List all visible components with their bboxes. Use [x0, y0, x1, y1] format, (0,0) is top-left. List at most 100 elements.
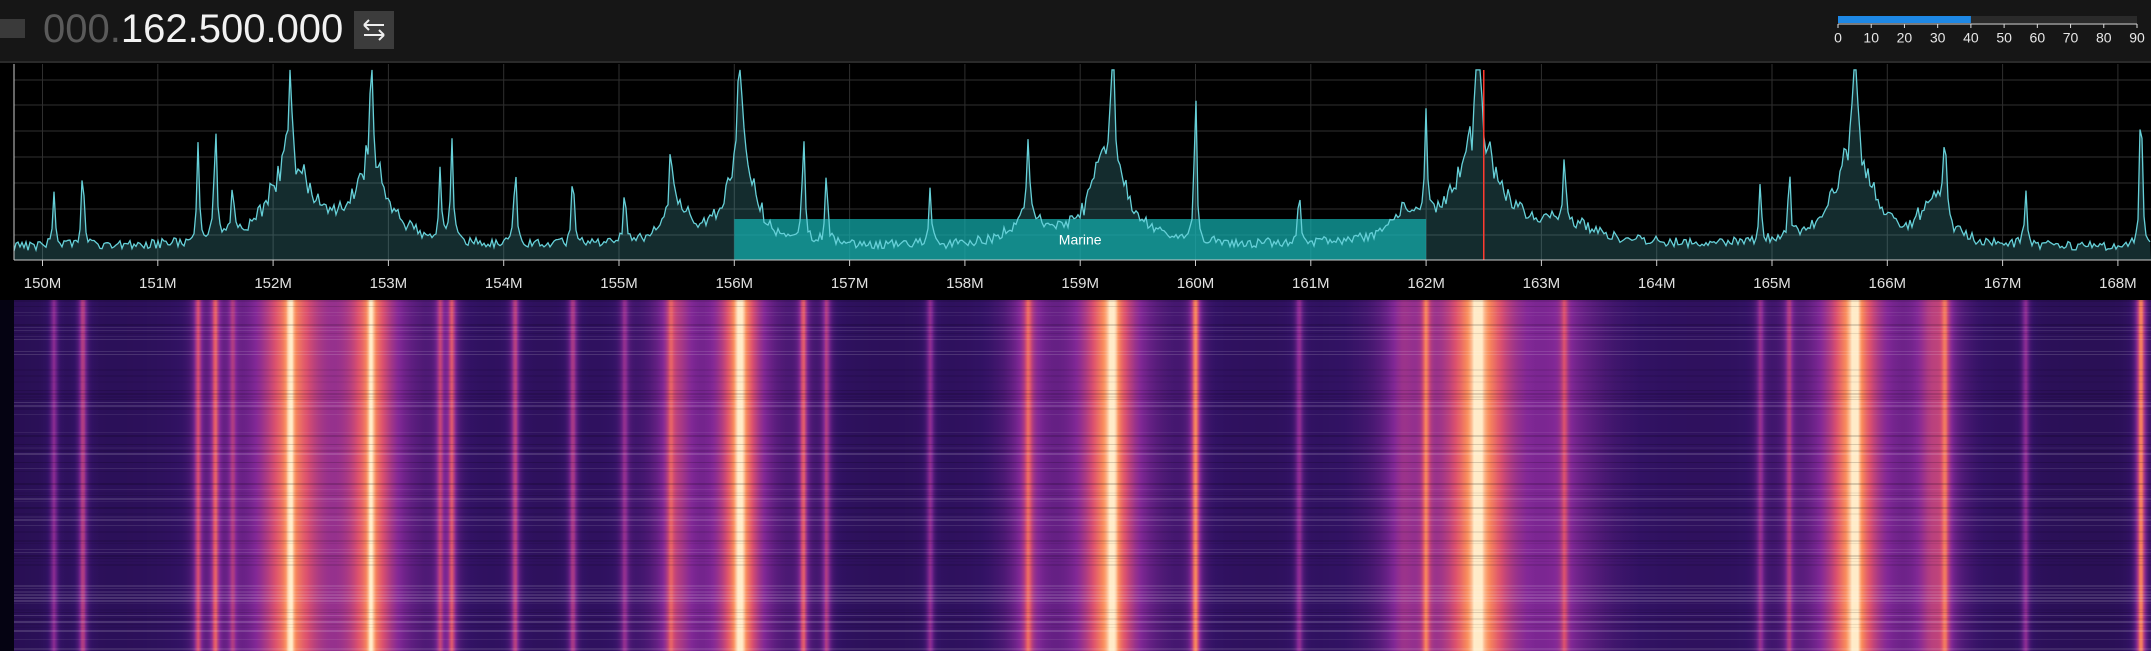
waterfall-row [0, 471, 2151, 472]
waterfall-row [0, 549, 2151, 550]
waterfall-row [0, 408, 2151, 410]
waterfall-row [0, 327, 2151, 328]
axis-label: 163M [1523, 275, 1561, 292]
waterfall-row [0, 339, 2151, 340]
waterfall-row [0, 453, 2151, 455]
waterfall-row [0, 489, 2151, 490]
axis-label: 156M [716, 275, 754, 292]
waterfall-row [0, 585, 2151, 587]
waterfall-row [0, 648, 2151, 650]
waterfall-row [0, 591, 2151, 593]
axis-label: 159M [1061, 275, 1099, 292]
level-meter: 0 10 20 30 40 50 60 70 80 90 [1834, 16, 2145, 46]
waterfall-row [0, 468, 2151, 469]
meter-tick-label: 20 [1897, 30, 1913, 46]
waterfall-row [0, 630, 2151, 632]
axis-label: 164M [1638, 275, 1676, 292]
axis-label: 158M [946, 275, 984, 292]
waterfall-row [0, 498, 2151, 500]
waterfall-row [0, 435, 2151, 437]
waterfall-row [0, 555, 2151, 557]
waterfall-row [0, 393, 2151, 395]
waterfall-row [0, 447, 2151, 449]
waterfall-row [0, 354, 2151, 355]
meter-tick-label: 0 [1834, 30, 1842, 46]
meter-tick-label: 40 [1963, 30, 1979, 46]
waterfall-row [0, 324, 2151, 326]
waterfall-row [0, 588, 2151, 589]
waterfall-row [0, 552, 2151, 553]
waterfall-row [0, 531, 2151, 533]
waterfall-row [0, 612, 2151, 613]
waterfall-row [0, 432, 2151, 433]
axis-label: 157M [831, 275, 869, 292]
waterfall-row [0, 501, 2151, 502]
meter-track [1838, 16, 2137, 23]
waterfall-row [0, 399, 2151, 400]
waterfall-row [0, 414, 2151, 415]
waterfall-row [0, 600, 2151, 602]
waterfall-row [0, 627, 2151, 628]
axis-label: 162M [1407, 275, 1445, 292]
waterfall-row [0, 390, 2151, 391]
waterfall-row [0, 561, 2151, 562]
waterfall-row [0, 594, 2151, 596]
axis-label: 160M [1177, 275, 1215, 292]
waterfall-image [0, 300, 2151, 651]
axis-label: 154M [485, 275, 523, 292]
waterfall-row [0, 369, 2151, 371]
waterfall-row [0, 462, 2151, 463]
waterfall-row [0, 312, 2151, 313]
meter-tick-label: 30 [1930, 30, 1946, 46]
waterfall-row [0, 516, 2151, 518]
waterfall-row [0, 543, 2151, 544]
waterfall-row [0, 495, 2151, 496]
spectrum: 150M 151M 152M 153M 154M 155M 156M 157M 158M 159M… [0, 64, 2151, 292]
waterfall-row [0, 492, 2151, 494]
waterfall-row [0, 330, 2151, 331]
waterfall-row [0, 300, 2151, 302]
axis-label: 168M [2099, 275, 2137, 292]
swap-button[interactable] [354, 11, 394, 49]
waterfall-left-edge [0, 300, 14, 651]
meter-tick-label: 80 [2096, 30, 2112, 46]
waterfall-row [0, 507, 2151, 509]
waterfall-row [0, 402, 2151, 403]
waterfall-row [0, 381, 2151, 383]
swap-button-bg [354, 11, 394, 49]
axis-label: 166M [1869, 275, 1907, 292]
frequency-display[interactable]: 000.162.500.000 [43, 7, 343, 51]
axis-label: 150M [24, 275, 62, 292]
band-marine [734, 219, 1427, 260]
waterfall-row [0, 396, 2151, 398]
spectrum-trace [13, 69, 2151, 253]
waterfall-row [0, 609, 2151, 611]
waterfall-row [0, 405, 2151, 407]
waterfall-row [0, 519, 2151, 521]
axis-label: 151M [139, 275, 177, 292]
waterfall-row [0, 375, 2151, 377]
waterfall [0, 300, 2151, 651]
meter-tick-label: 10 [1863, 30, 1879, 46]
menu-button[interactable] [0, 19, 25, 38]
axis-label: 155M [600, 275, 638, 292]
waterfall-row [0, 618, 2151, 620]
meter-tick-label: 90 [2129, 30, 2145, 46]
waterfall-row [0, 306, 2151, 307]
waterfall-row [0, 639, 2151, 640]
waterfall-row [0, 564, 2151, 566]
band-label: Marine [1059, 232, 1102, 248]
waterfall-row [0, 315, 2151, 316]
waterfall-row [0, 483, 2151, 485]
meter-bar [1838, 16, 1971, 23]
waterfall-row [0, 513, 2151, 515]
waterfall-row [0, 597, 2151, 599]
axis-label: 152M [254, 275, 292, 292]
meter-tick-label: 70 [2063, 30, 2079, 46]
waterfall-row [0, 351, 2151, 352]
waterfall-row [0, 558, 2151, 559]
frequency-prefix: 000. [43, 7, 121, 51]
waterfall-row [0, 333, 2151, 334]
waterfall-row [0, 621, 2151, 623]
